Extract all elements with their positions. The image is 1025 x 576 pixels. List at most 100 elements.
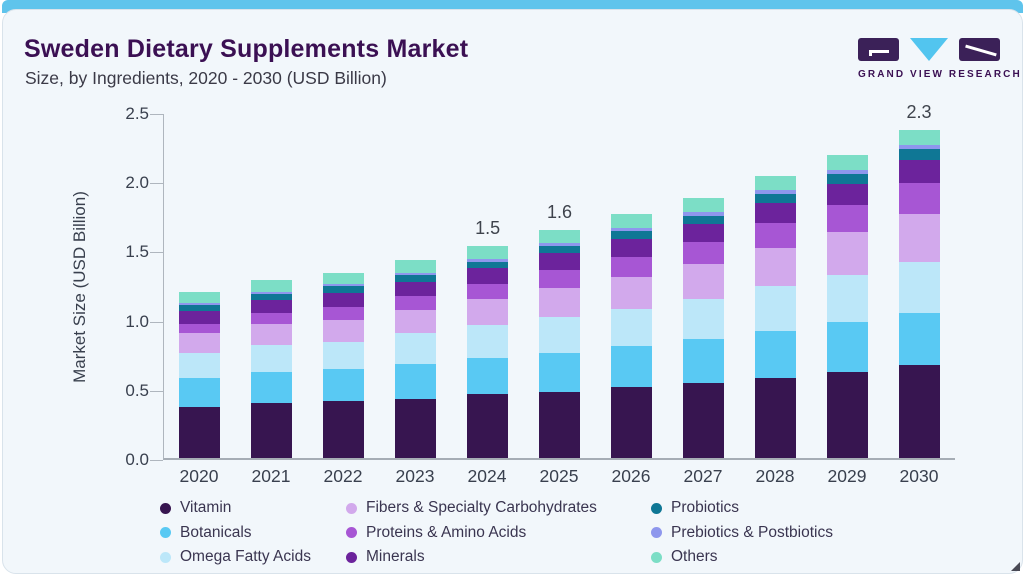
- bar-segment[interactable]: [754, 377, 796, 458]
- bar-segment[interactable]: [395, 309, 437, 334]
- bar-segment[interactable]: [754, 194, 796, 204]
- bar-segment[interactable]: [323, 319, 365, 342]
- bar-segment[interactable]: [610, 231, 652, 240]
- bar-segment[interactable]: [826, 170, 868, 175]
- bar-segment[interactable]: [538, 229, 580, 243]
- legend-item[interactable]: Fibers & Specialty Carbohydrates: [346, 497, 597, 519]
- stacked-bar[interactable]: [898, 130, 940, 458]
- stacked-bar[interactable]: [251, 279, 293, 458]
- bar-segment[interactable]: [251, 372, 293, 403]
- bar-segment[interactable]: [467, 358, 509, 395]
- bar-segment[interactable]: [826, 204, 868, 233]
- bar-segment[interactable]: [610, 257, 652, 277]
- bar-segment[interactable]: [323, 401, 365, 458]
- bar-segment[interactable]: [754, 222, 796, 248]
- bar-segment[interactable]: [323, 286, 365, 294]
- legend-item[interactable]: Prebiotics & Postbiotics: [651, 522, 833, 544]
- bar-segment[interactable]: [682, 197, 724, 213]
- bar-segment[interactable]: [538, 245, 580, 254]
- bar-segment[interactable]: [179, 406, 221, 458]
- bar-segment[interactable]: [682, 212, 724, 216]
- bar-segment[interactable]: [826, 184, 868, 205]
- bar-segment[interactable]: [251, 402, 293, 458]
- bar-segment[interactable]: [610, 308, 652, 346]
- bar-segment[interactable]: [395, 296, 437, 310]
- bar-segment[interactable]: [898, 182, 940, 215]
- bar-segment[interactable]: [323, 272, 365, 284]
- bar-segment[interactable]: [610, 387, 652, 458]
- bar-segment[interactable]: [179, 377, 221, 407]
- stacked-bar[interactable]: [179, 291, 221, 458]
- bar-segment[interactable]: [754, 286, 796, 331]
- bar-segment[interactable]: [467, 283, 509, 299]
- bar-segment[interactable]: [610, 345, 652, 388]
- bar-segment[interactable]: [826, 174, 868, 185]
- bar-segment[interactable]: [682, 224, 724, 243]
- bar-segment[interactable]: [538, 253, 580, 270]
- bar-segment[interactable]: [251, 279, 293, 292]
- bar-segment[interactable]: [467, 246, 509, 259]
- bar-segment[interactable]: [395, 272, 437, 276]
- bar-segment[interactable]: [323, 341, 365, 370]
- bar-segment[interactable]: [179, 333, 221, 353]
- bar-segment[interactable]: [826, 322, 868, 373]
- bar-segment[interactable]: [323, 283, 365, 287]
- bar-segment[interactable]: [754, 330, 796, 378]
- bar-segment[interactable]: [682, 338, 724, 384]
- bar-segment[interactable]: [395, 282, 437, 297]
- bar-segment[interactable]: [898, 145, 940, 150]
- bar-segment[interactable]: [898, 312, 940, 366]
- bar-segment[interactable]: [610, 239, 652, 258]
- legend-item[interactable]: Omega Fatty Acids: [160, 546, 311, 568]
- bar-segment[interactable]: [754, 203, 796, 223]
- legend-item[interactable]: Botanicals: [160, 522, 311, 544]
- legend-item[interactable]: Proteins & Amino Acids: [346, 522, 597, 544]
- bar-segment[interactable]: [826, 372, 868, 458]
- bar-segment[interactable]: [467, 268, 509, 284]
- bar-segment[interactable]: [826, 154, 868, 171]
- bar-segment[interactable]: [251, 291, 293, 295]
- bar-segment[interactable]: [898, 130, 940, 146]
- bar-segment[interactable]: [395, 333, 437, 364]
- bar-segment[interactable]: [467, 298, 509, 326]
- bar-segment[interactable]: [179, 323, 221, 334]
- bar-segment[interactable]: [395, 260, 437, 273]
- stacked-bar[interactable]: [754, 175, 796, 458]
- bar-segment[interactable]: [467, 394, 509, 458]
- bar-segment[interactable]: [323, 293, 365, 308]
- bar-segment[interactable]: [179, 303, 221, 306]
- stacked-bar[interactable]: [323, 272, 365, 458]
- bar-segment[interactable]: [538, 316, 580, 353]
- bar-segment[interactable]: [898, 365, 940, 458]
- bar-segment[interactable]: [179, 305, 221, 312]
- legend-item[interactable]: Minerals: [346, 546, 597, 568]
- bar-segment[interactable]: [251, 294, 293, 301]
- bar-segment[interactable]: [898, 214, 940, 262]
- bar-segment[interactable]: [251, 344, 293, 373]
- stacked-bar[interactable]: [682, 197, 724, 458]
- bar-segment[interactable]: [754, 175, 796, 191]
- bar-segment[interactable]: [323, 307, 365, 320]
- bar-segment[interactable]: [682, 383, 724, 458]
- bar-segment[interactable]: [538, 352, 580, 392]
- stacked-bar[interactable]: [467, 246, 509, 458]
- bar-segment[interactable]: [251, 300, 293, 313]
- bar-segment[interactable]: [179, 352, 221, 378]
- bar-segment[interactable]: [179, 311, 221, 324]
- bar-segment[interactable]: [467, 261, 509, 269]
- bar-segment[interactable]: [898, 160, 940, 183]
- bar-segment[interactable]: [682, 264, 724, 299]
- bar-segment[interactable]: [682, 298, 724, 339]
- stacked-bar[interactable]: [538, 229, 580, 458]
- bar-segment[interactable]: [395, 363, 437, 399]
- bar-segment[interactable]: [754, 247, 796, 287]
- bar-segment[interactable]: [610, 214, 652, 228]
- bar-segment[interactable]: [179, 291, 221, 304]
- legend-item[interactable]: Others: [651, 546, 833, 568]
- bar-segment[interactable]: [538, 269, 580, 288]
- bar-segment[interactable]: [682, 215, 724, 225]
- stacked-bar[interactable]: [395, 260, 437, 458]
- bar-segment[interactable]: [682, 242, 724, 265]
- bar-segment[interactable]: [467, 325, 509, 359]
- bar-segment[interactable]: [610, 227, 652, 232]
